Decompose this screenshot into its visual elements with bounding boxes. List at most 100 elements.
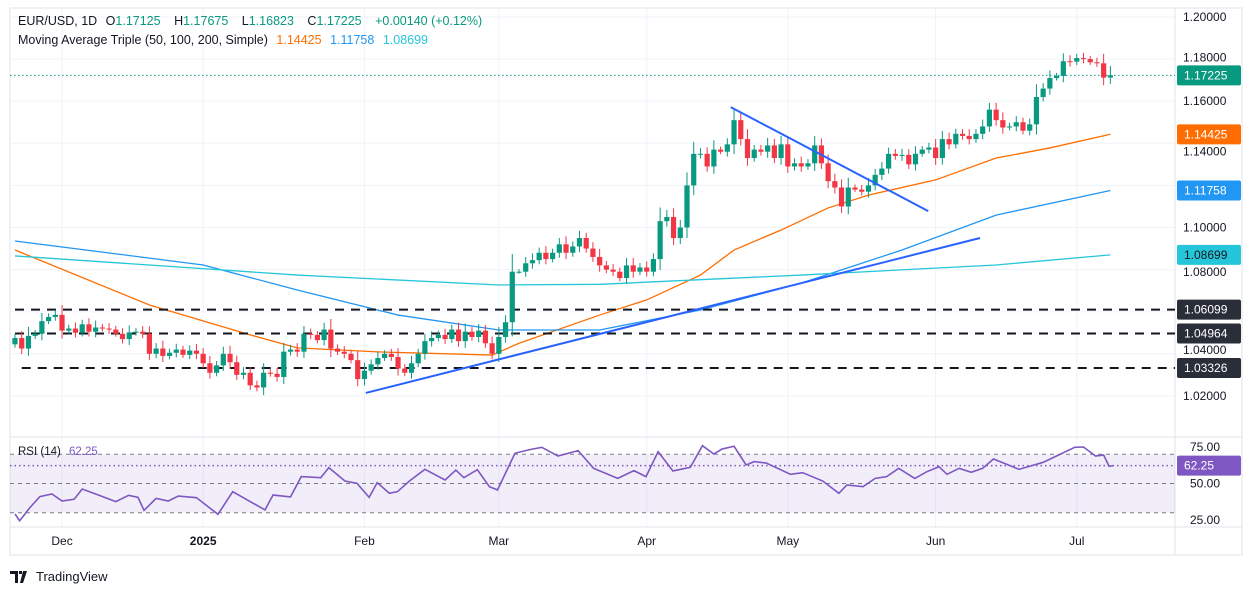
trendline	[730, 106, 929, 212]
level-price-label-text: 1.06099	[1184, 303, 1228, 317]
candle-body	[375, 358, 381, 365]
candle-body	[1020, 122, 1026, 131]
rsi-legend[interactable]: RSI (14) 62.25	[18, 446, 103, 458]
candle-body	[1094, 62, 1100, 64]
candle-body	[771, 145, 777, 159]
symbol-legend[interactable]: EUR/USD, 1D O1.17125 H1.17675 L1.16823 C…	[18, 14, 487, 28]
candle-body	[966, 135, 972, 140]
rsi-value: 62.25	[69, 446, 98, 458]
candle-body	[704, 153, 710, 167]
candle-body	[361, 370, 368, 380]
candle-body	[670, 216, 677, 239]
ma-legend[interactable]: Moving Average Triple (50, 100, 200, Sim…	[18, 33, 433, 47]
candle-body	[523, 263, 529, 272]
candle-body	[180, 349, 186, 355]
trendline	[365, 237, 981, 394]
candle-body	[550, 252, 556, 260]
candle-body	[758, 149, 764, 152]
tradingview-logo[interactable]: TradingView	[10, 569, 108, 584]
candle-body	[25, 335, 32, 349]
candle-body	[442, 334, 448, 340]
candle-body	[355, 360, 361, 380]
candle-body	[301, 333, 307, 352]
candle-body	[93, 327, 99, 332]
candle-body	[1087, 59, 1093, 63]
candle-body	[744, 139, 751, 159]
candle-body	[227, 353, 233, 363]
price-axis[interactable]: 1.20000 1.18000 1.16000 1.14000 1.10000 1.080…	[1183, 10, 1227, 527]
ma50-price-label	[1177, 124, 1241, 145]
candle-body	[1047, 78, 1053, 89]
candle-body	[1060, 61, 1066, 76]
candle-body	[240, 372, 247, 375]
candle-body	[919, 149, 925, 154]
moving-averages	[14, 133, 1111, 356]
time-label: Feb	[354, 534, 375, 548]
ohlc-close-value: 1.17225	[316, 14, 362, 28]
candle-body	[1101, 63, 1107, 78]
candle-body	[126, 332, 132, 340]
candle-body	[623, 265, 630, 279]
time-label: Jul	[1069, 534, 1084, 548]
last-price-label-text: 1.17225	[1184, 68, 1228, 82]
time-label: 2025	[190, 534, 217, 548]
time-label: Dec	[51, 534, 72, 548]
price-tick-label: 1.18000	[1183, 50, 1227, 64]
candle-body	[334, 348, 341, 352]
candle-body	[933, 147, 939, 159]
candle-body	[1107, 75, 1113, 78]
rsi-title: RSI (14)	[18, 446, 61, 458]
ohlc-close-label: C	[307, 14, 317, 28]
candle-body	[1054, 75, 1060, 79]
candle-body	[321, 329, 327, 341]
candle-body	[402, 368, 408, 373]
candle-body	[59, 314, 65, 331]
ma100-value: 1.11758	[330, 33, 375, 47]
candle-body	[12, 338, 18, 345]
trendlines[interactable]	[365, 106, 981, 394]
candle-body	[193, 350, 200, 354]
candle-body	[980, 126, 986, 134]
candle-body	[691, 153, 697, 186]
candles	[12, 52, 1113, 396]
candle-body	[718, 149, 724, 152]
candle-body	[46, 316, 52, 322]
price-tick-label: 1.14000	[1183, 144, 1227, 158]
price-tick-label: 1.08000	[1183, 265, 1227, 279]
candle-body	[502, 322, 509, 337]
candle-body	[482, 330, 488, 344]
candle-body	[657, 221, 663, 260]
candle-body	[422, 341, 428, 354]
candle-body	[765, 145, 771, 152]
ohlc-low-label: L	[241, 14, 249, 28]
candle-body	[738, 120, 744, 140]
candle-body	[576, 238, 583, 247]
ohlc-open: O1.17125	[106, 14, 166, 28]
candle-body	[677, 227, 683, 239]
time-label: Jun	[926, 534, 945, 548]
candle-body	[959, 133, 966, 136]
candle-body	[261, 372, 267, 388]
symbol-title: EUR/USD, 1D	[18, 14, 98, 28]
candle-body	[1027, 124, 1033, 131]
time-axis[interactable]: Dec 2025 Feb Mar Apr May Jun Jul	[51, 534, 1084, 548]
candle-body	[637, 267, 643, 272]
candle-body	[86, 324, 92, 332]
candle-body	[886, 153, 892, 169]
candle-body	[711, 149, 717, 167]
candle-body	[838, 187, 845, 207]
ohlc-close: C1.17225	[307, 14, 366, 28]
time-label: Mar	[489, 534, 510, 548]
candle-body	[1013, 122, 1019, 127]
candle-body	[731, 120, 737, 145]
candle-body	[247, 372, 253, 386]
candle-body	[556, 244, 562, 253]
candle-body	[496, 336, 502, 354]
candle-body	[368, 364, 374, 371]
rsi-value-label-text: 62.25	[1184, 459, 1214, 473]
candle-body	[220, 353, 226, 366]
level-price-label	[1177, 357, 1241, 378]
tradingview-wordmark: TradingView	[36, 569, 108, 584]
candle-body	[570, 246, 576, 253]
